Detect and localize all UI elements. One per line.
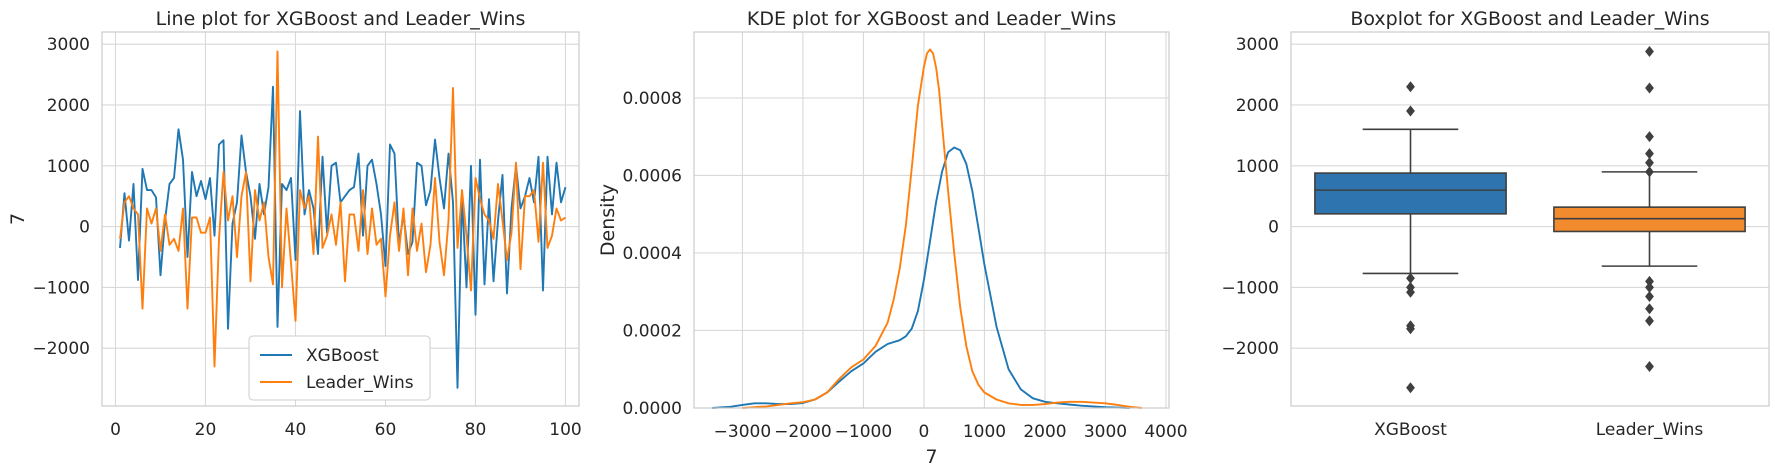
outlier-marker [1645,45,1654,57]
chart-title: Line plot for XGBoost and Leader_Wins [156,8,526,30]
y-axis-label: Density [597,184,619,256]
outlier-marker [1406,105,1415,117]
y-tick-label: 2000 [47,96,90,116]
y-tick-label: −1000 [1221,278,1279,298]
x-tick-label: −3000 [714,422,772,442]
series-line-leader-wins [119,50,567,368]
outlier-marker [1645,275,1654,287]
outlier-marker [1406,286,1415,298]
y-tick-label: 3000 [1236,35,1279,55]
kde-curve-xgboost [712,146,1130,409]
outlier-marker [1406,81,1415,93]
boxplot-panel: XGBoost Leader_Wins −2000 −1000 0 1000 2000 300… [1221,8,1770,440]
x-tick-label: 0 [919,422,930,442]
x-axis-label: 7 [925,446,937,468]
y-tick-label: 1000 [47,157,90,177]
legend-label: Leader_Wins [306,373,414,393]
box-xgboost [1314,81,1507,394]
y-tick-label: −2000 [32,339,90,359]
x-tick-label: 80 [465,420,487,440]
outlier-marker [1406,323,1415,335]
y-tick-label: 0 [79,218,90,238]
legend-box [248,335,431,401]
x-tick-label: 0 [110,420,121,440]
x-tick-label: 4000 [1144,422,1187,442]
plot-frame [1290,31,1770,407]
outlier-marker [1645,148,1654,160]
iqr-box [1314,172,1507,215]
outlier-marker [1406,382,1415,394]
x-tick-label: −2000 [774,422,832,442]
x-tick-label: −1000 [835,422,893,442]
y-tick-label: 1000 [1236,157,1279,177]
legend-label: XGBoost [306,346,379,366]
box-leader-wins [1553,45,1746,372]
outlier-marker [1645,315,1654,327]
y-tick-label: 0.0000 [623,399,682,419]
x-tick-label: 2000 [1023,422,1066,442]
x-tick-label: 20 [195,420,217,440]
legend: XGBoost Leader_Wins [248,335,431,401]
x-tick-label: 40 [285,420,307,440]
kde-plot-panel: −3000 −2000 −1000 0 1000 2000 3000 4000 0.0000 0.… [597,8,1188,468]
x-tick-label: Leader_Wins [1596,420,1704,440]
y-tick-label: −2000 [1221,339,1279,359]
outlier-marker [1645,166,1654,178]
plot-frame [693,31,1170,409]
outlier-marker [1406,272,1415,284]
x-tick-label: 60 [375,420,397,440]
x-tick-label: XGBoost [1374,420,1447,440]
y-tick-label: 0 [1268,218,1279,238]
y-tick-label: 0.0006 [623,166,682,186]
y-axis-label: 7 [7,213,29,225]
outlier-marker [1645,157,1654,169]
y-tick-label: 0.0002 [623,321,682,341]
x-tick-label: 1000 [963,422,1006,442]
y-tick-label: 3000 [47,35,90,55]
kde-curve-leader-wins [742,48,1142,409]
outlier-marker [1645,82,1654,94]
y-tick-label: 0.0008 [623,89,682,109]
plot-frame [101,31,580,407]
x-tick-label: 100 [549,420,581,440]
y-tick-label: −1000 [32,278,90,298]
y-tick-label: 0.0004 [623,244,682,264]
series-line-xgboost [119,85,567,389]
outlier-marker [1645,131,1654,143]
chart-title: Boxplot for XGBoost and Leader_Wins [1350,8,1709,30]
outlier-marker [1645,291,1654,303]
outlier-marker [1645,303,1654,315]
x-tick-label: 3000 [1084,422,1127,442]
outlier-marker [1645,281,1654,293]
chart-title: KDE plot for XGBoost and Leader_Wins [747,8,1116,30]
line-plot-panel: 0 20 40 60 80 100 −2000 −1000 0 1000 2000 3000 Line … [7,8,582,440]
outlier-marker [1645,360,1654,372]
y-tick-label: 2000 [1236,96,1279,116]
